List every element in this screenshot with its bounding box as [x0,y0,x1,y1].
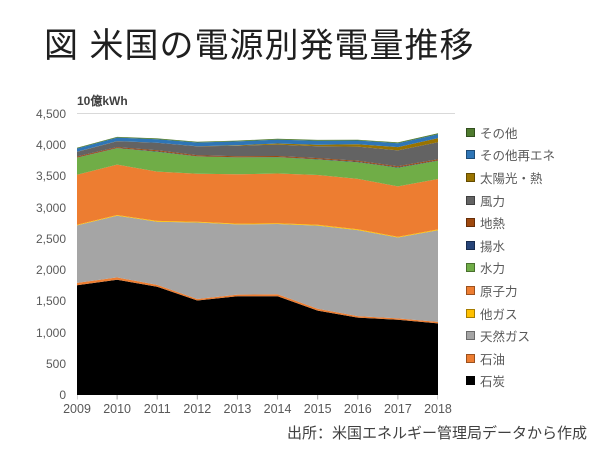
x-tick-label: 2018 [424,402,452,416]
legend-swatch [466,195,475,205]
legend-label: 石炭 [480,375,506,390]
y-axis: 4,500 4,000 3,500 3,000 2,500 2,000 1,50… [16,106,66,403]
legend-item: 地熱 [466,211,596,234]
legend-item: 石炭 [466,370,596,393]
x-axis: 2009 2010 2011 2012 2013 2014 2015 2016 … [57,402,458,416]
area-series [77,141,438,167]
chart-canvas [76,133,439,400]
x-tick-label: 2012 [183,402,212,416]
legend-label: 天然ガス [480,330,531,345]
legend-label: 太陽光・熱 [480,171,543,186]
legend-item: 石油 [466,347,596,370]
y-tick-label: 4,000 [35,138,66,153]
y-tick-label: 1,000 [35,325,66,340]
legend-label: 原子力 [480,284,518,299]
x-tick-label: 2016 [343,402,372,416]
legend-swatch [466,127,475,137]
legend-swatch [466,172,475,182]
source-note: 出所：米国エネルギー管理局データから作成 [286,425,587,442]
legend-item: 水力 [466,257,596,280]
y-tick-label: 3,000 [35,200,66,215]
x-tick-label: 2015 [303,402,332,416]
legend-label: 石油 [480,352,506,367]
chart-legend: その他 その他再エネ 太陽光・熱 風力 地熱 揚水 水力 原子力 他ガス 天然ガ… [466,121,596,392]
legend-label: 水力 [480,262,506,277]
x-tick-label: 2011 [143,402,171,416]
area-series [77,148,438,187]
area-series [77,215,438,322]
legend-label: 地熱 [480,217,506,232]
y-tick-label: 1,500 [35,294,66,309]
x-tick-label: 2013 [223,402,252,416]
legend-swatch [466,218,475,228]
area-series [77,133,438,149]
legend-item: 揚水 [466,234,596,257]
area-series [77,138,438,152]
legend-item: 風力 [466,189,596,212]
area-series [77,277,438,324]
x-tick-label: 2010 [103,402,132,416]
x-tick-label: 2009 [63,402,91,416]
x-tick-label: 2014 [263,402,292,416]
legend-label: その他 [480,126,518,141]
legend-label: 風力 [480,194,506,209]
y-tick-label: 2,000 [35,263,66,278]
y-tick-label: 4,500 [35,107,66,121]
axis-unit-label: 10億kWh [77,94,128,108]
legend-swatch [466,376,475,386]
legend-item: 天然ガス [466,324,596,347]
legend-swatch [466,285,475,295]
legend-label: その他再エネ [480,149,556,164]
area-series [77,147,438,168]
legend-swatch [466,240,475,250]
legend-item: 太陽光・熱 [466,166,596,189]
top-gridline [77,113,455,114]
chart-title: 図 米国の電源別発電量推移 [44,27,475,65]
x-tick-label: 2017 [383,402,412,416]
area-series [77,164,438,237]
legend-label: 他ガス [480,307,518,322]
y-tick-label: 0 [59,387,66,402]
legend-swatch [466,331,475,341]
legend-label: 揚水 [480,239,506,254]
stacked-area-chart [76,114,439,400]
legend-item: 他ガス [466,302,596,325]
legend-item: 原子力 [466,279,596,302]
legend-swatch [466,150,475,160]
legend-item: その他再エネ [466,144,596,167]
y-tick-label: 500 [45,356,66,371]
legend-swatch [466,263,475,273]
y-tick-label: 3,500 [35,169,66,184]
area-series [77,279,438,395]
legend-item: その他 [466,121,596,144]
legend-swatch [466,308,475,318]
area-series [77,134,438,152]
legend-swatch [466,353,475,363]
y-tick-label: 2,500 [35,231,66,246]
